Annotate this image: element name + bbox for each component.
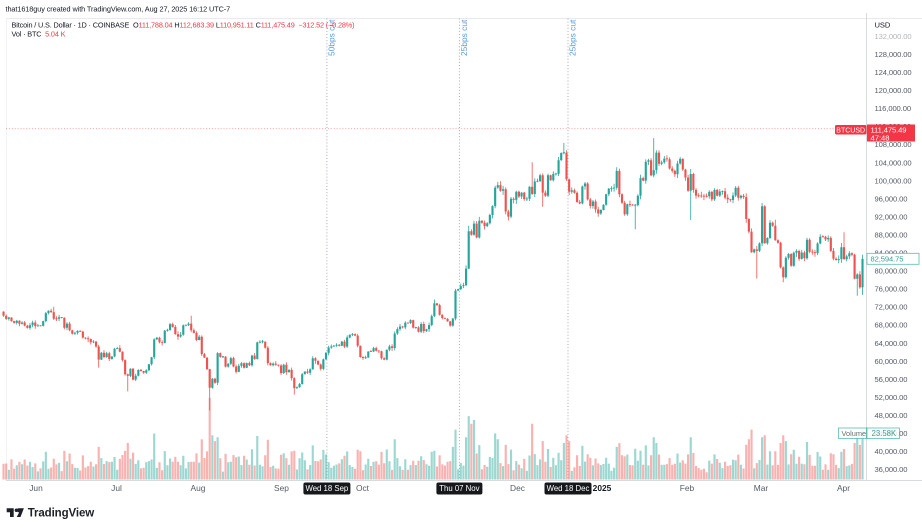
svg-text:Wed 18 Dec: Wed 18 Dec: [547, 484, 590, 493]
svg-text:60,000.00: 60,000.00: [875, 357, 908, 366]
svg-text:2025: 2025: [593, 483, 612, 493]
svg-text:Thu 07 Nov: Thu 07 Nov: [439, 484, 479, 493]
svg-text:23.58K: 23.58K: [872, 429, 898, 438]
svg-text:TradingView: TradingView: [28, 508, 95, 520]
svg-text:Oct: Oct: [356, 483, 370, 493]
svg-text:72,000.00: 72,000.00: [875, 303, 908, 312]
svg-text:BTCUSD: BTCUSD: [836, 127, 865, 134]
svg-text:Jul: Jul: [111, 483, 122, 493]
svg-text:Jun: Jun: [29, 483, 43, 493]
svg-text:USD: USD: [875, 21, 891, 30]
svg-text:50bps cut: 50bps cut: [327, 19, 337, 56]
svg-text:52,000.00: 52,000.00: [875, 393, 908, 402]
svg-text:Aug: Aug: [191, 483, 206, 493]
svg-text:36,000.00: 36,000.00: [875, 465, 908, 474]
svg-text:120,000.00: 120,000.00: [875, 86, 912, 95]
svg-text:Bitcoin / U.S. Dollar · 1D · C: Bitcoin / U.S. Dollar · 1D · COINBASE O1…: [12, 20, 355, 29]
svg-text:47:48: 47:48: [871, 133, 890, 142]
svg-text:56,000.00: 56,000.00: [875, 375, 908, 384]
svg-text:88,000.00: 88,000.00: [875, 231, 908, 240]
svg-text:Mar: Mar: [754, 483, 769, 493]
svg-text:124,000.00: 124,000.00: [875, 68, 912, 77]
svg-text:76,000.00: 76,000.00: [875, 285, 908, 294]
svg-text:92,000.00: 92,000.00: [875, 212, 908, 221]
svg-text:108,000.00: 108,000.00: [875, 140, 912, 149]
svg-text:48,000.00: 48,000.00: [875, 411, 908, 420]
svg-text:104,000.00: 104,000.00: [875, 158, 912, 167]
svg-text:68,000.00: 68,000.00: [875, 321, 908, 330]
svg-text:Vol · BTC 5.04 K: Vol · BTC 5.04 K: [12, 30, 66, 39]
svg-text:116,000.00: 116,000.00: [875, 104, 911, 113]
svg-text:100,000.00: 100,000.00: [875, 176, 912, 185]
svg-text:25bps cut: 25bps cut: [568, 19, 578, 56]
svg-text:64,000.00: 64,000.00: [875, 339, 908, 348]
svg-text:132,000.00: 132,000.00: [875, 32, 912, 41]
svg-text:128,000.00: 128,000.00: [875, 50, 912, 59]
svg-text:Feb: Feb: [680, 483, 695, 493]
svg-text:82,594.75: 82,594.75: [871, 255, 904, 264]
svg-text:111,475.49: 111,475.49: [871, 125, 907, 134]
svg-text:Sep: Sep: [274, 483, 289, 493]
svg-text:Apr: Apr: [837, 483, 850, 493]
svg-text:that1618guy created with Tradi: that1618guy created with TradingView.com…: [6, 5, 231, 14]
svg-text:Dec: Dec: [510, 483, 525, 493]
svg-text:40,000.00: 40,000.00: [875, 447, 908, 456]
svg-text:80,000.00: 80,000.00: [875, 267, 908, 276]
svg-text:Wed 18 Sep: Wed 18 Sep: [306, 484, 349, 493]
svg-text:96,000.00: 96,000.00: [875, 194, 908, 203]
svg-text:Volume: Volume: [842, 429, 867, 438]
svg-text:25bps cut: 25bps cut: [459, 19, 469, 56]
